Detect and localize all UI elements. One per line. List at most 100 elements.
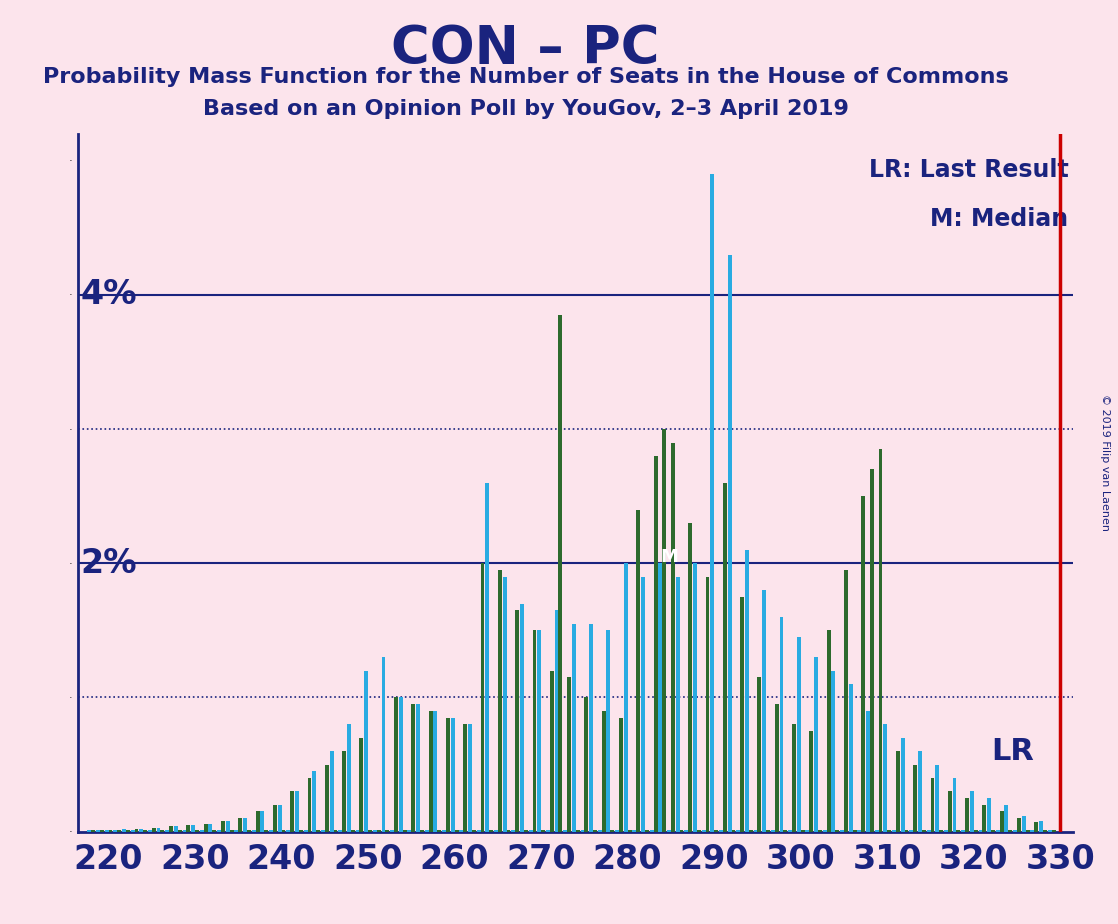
Bar [235, 831, 238, 832]
Bar [229, 831, 234, 832]
Bar [589, 624, 593, 832]
Bar [659, 564, 662, 832]
Bar [814, 657, 818, 832]
Bar [961, 831, 965, 832]
Bar [217, 831, 221, 832]
Bar [896, 751, 900, 832]
Bar [407, 831, 411, 832]
Bar [559, 315, 562, 832]
Bar [823, 831, 826, 832]
Bar [580, 831, 585, 832]
Bar [325, 764, 329, 832]
Bar [1017, 818, 1021, 832]
Bar [503, 577, 506, 832]
Bar [169, 826, 173, 832]
Bar [913, 764, 917, 832]
Bar [705, 577, 710, 832]
Bar [260, 811, 264, 832]
Bar [152, 828, 155, 832]
Text: Based on an Opinion Poll by YouGov, 2–3 April 2019: Based on an Opinion Poll by YouGov, 2–3 … [202, 99, 849, 119]
Bar [333, 831, 338, 832]
Bar [619, 718, 623, 832]
Bar [165, 831, 169, 832]
Text: CON – PC: CON – PC [391, 23, 660, 75]
Bar [282, 831, 285, 832]
Bar [680, 831, 683, 832]
Bar [524, 831, 528, 832]
Bar [386, 831, 389, 832]
Bar [745, 550, 749, 832]
Bar [1022, 816, 1025, 832]
Bar [434, 711, 437, 832]
Bar [684, 831, 689, 832]
Bar [330, 751, 333, 832]
Bar [788, 831, 792, 832]
Bar [87, 831, 92, 832]
Bar [390, 831, 394, 832]
Bar [437, 831, 442, 832]
Bar [264, 831, 268, 832]
Bar [883, 724, 888, 832]
Bar [922, 831, 926, 832]
Bar [866, 711, 870, 832]
Bar [490, 831, 493, 832]
Bar [316, 831, 320, 832]
Bar [1034, 822, 1039, 832]
Bar [936, 764, 939, 832]
Bar [737, 831, 740, 832]
Bar [122, 829, 126, 832]
Bar [256, 811, 259, 832]
Bar [1031, 831, 1034, 832]
Bar [373, 831, 377, 832]
Bar [291, 791, 294, 832]
Bar [601, 711, 606, 832]
Bar [472, 831, 476, 832]
Bar [295, 791, 299, 832]
Bar [399, 698, 402, 832]
Bar [307, 778, 312, 832]
Bar [999, 811, 1004, 832]
Bar [754, 831, 758, 832]
Bar [844, 570, 847, 832]
Bar [771, 831, 775, 832]
Bar [983, 805, 986, 832]
Bar [546, 831, 550, 832]
Bar [888, 831, 891, 832]
Bar [953, 778, 957, 832]
Bar [200, 831, 203, 832]
Bar [212, 831, 216, 832]
Bar [555, 610, 559, 832]
Bar [203, 823, 208, 832]
Bar [148, 831, 152, 832]
Bar [939, 831, 944, 832]
Bar [702, 831, 705, 832]
Text: M: M [661, 548, 679, 565]
Bar [140, 829, 143, 832]
Bar [108, 831, 113, 832]
Bar [818, 831, 822, 832]
Bar [459, 831, 463, 832]
Bar [918, 751, 922, 832]
Bar [481, 564, 484, 832]
Bar [870, 469, 874, 832]
Bar [832, 671, 835, 832]
Bar [541, 831, 546, 832]
Bar [572, 624, 576, 832]
Bar [463, 724, 467, 832]
Bar [927, 831, 930, 832]
Bar [731, 831, 736, 832]
Bar [697, 831, 701, 832]
Bar [957, 831, 960, 832]
Bar [100, 831, 104, 832]
Bar [377, 831, 380, 832]
Bar [420, 831, 424, 832]
Bar [416, 704, 420, 832]
Bar [633, 831, 636, 832]
Bar [286, 831, 291, 832]
Bar [624, 564, 627, 832]
Bar [714, 831, 718, 832]
Bar [797, 637, 800, 832]
Text: 4%: 4% [80, 278, 138, 311]
Bar [710, 175, 714, 832]
Bar [520, 603, 524, 832]
